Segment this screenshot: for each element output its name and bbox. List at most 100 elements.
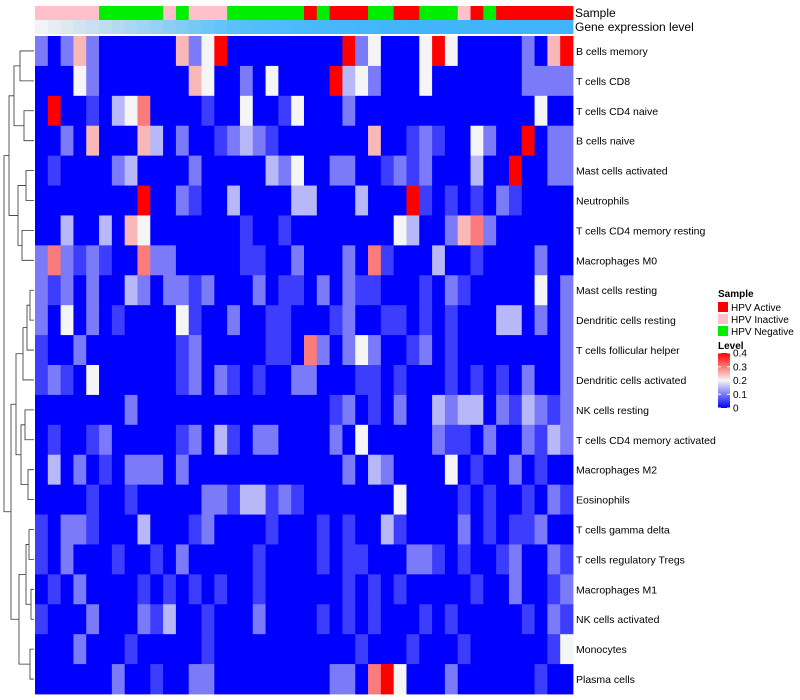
heatmap-cell — [124, 574, 138, 605]
heatmap-cell — [227, 155, 241, 186]
heatmap-cell — [316, 245, 331, 276]
heatmap-cell — [508, 125, 523, 157]
heatmap-cell — [239, 65, 254, 97]
heatmap-cell — [60, 155, 74, 186]
heatmap-cell — [188, 125, 202, 157]
heatmap-cell — [252, 125, 266, 157]
heatmap-cell — [393, 514, 407, 545]
heatmap-cell — [86, 275, 100, 306]
heatmap-cell — [47, 185, 62, 216]
heatmap-cell — [368, 95, 382, 127]
heatmap-cell — [329, 664, 343, 695]
heatmap-cell — [291, 155, 305, 186]
heatmap-cell — [150, 514, 164, 545]
heatmap-cell — [111, 95, 126, 127]
heatmap-cell — [457, 215, 471, 246]
heatmap-cell — [35, 394, 49, 426]
row-label: T cells CD8 — [576, 76, 630, 88]
heatmap-cell — [150, 634, 164, 665]
heatmap-cell — [201, 424, 215, 456]
heatmap-cell — [47, 514, 62, 545]
heatmap-cell — [86, 185, 100, 216]
heatmap-cell — [227, 335, 241, 366]
heatmap-cell — [99, 95, 113, 127]
heatmap-cell — [496, 574, 510, 605]
heatmap-cell — [124, 215, 138, 246]
heatmap-cell — [150, 215, 164, 246]
heatmap-cell — [419, 365, 433, 396]
heatmap-cell — [35, 424, 49, 456]
heatmap-cell — [483, 245, 497, 276]
heatmap-cell — [86, 514, 100, 545]
heatmap-cell — [252, 95, 266, 127]
heatmap-cell — [124, 664, 138, 695]
heatmap-cell — [419, 65, 433, 97]
heatmap-cell — [265, 484, 279, 515]
heatmap-cell — [470, 185, 484, 216]
heatmap-cell — [470, 365, 484, 396]
heatmap-cell — [163, 36, 177, 67]
gene-expression-annotation-cell — [547, 20, 561, 34]
heatmap-cell — [137, 95, 151, 127]
heatmap-cell — [316, 215, 331, 246]
row-label: Macrophages M0 — [576, 255, 657, 267]
heatmap-cell — [329, 424, 343, 456]
heatmap-cell — [239, 454, 254, 486]
heatmap-cell — [406, 125, 420, 157]
heatmap-cell — [175, 544, 190, 575]
level-legend-title: Level — [718, 341, 744, 352]
gene-expression-annotation-cell — [227, 20, 241, 34]
heatmap-cell — [291, 574, 305, 605]
heatmap-cell — [304, 454, 318, 486]
heatmap-cell — [188, 305, 202, 336]
gene-expression-annotation-cell — [175, 20, 190, 34]
sample-annotation-cell — [124, 6, 138, 20]
heatmap-cell — [534, 574, 548, 605]
gene-expression-annotation-cell — [291, 20, 305, 34]
heatmap-cell — [470, 394, 484, 426]
row-label: Neutrophils — [576, 196, 629, 208]
heatmap-cell — [35, 215, 49, 246]
heatmap-cell — [201, 215, 215, 246]
heatmap-cell — [304, 484, 318, 515]
heatmap-cell — [393, 125, 407, 157]
heatmap-cell — [432, 125, 446, 157]
sample-annotation-cell — [163, 6, 177, 20]
heatmap-cell — [560, 65, 574, 97]
heatmap-cell — [99, 424, 113, 456]
heatmap-cell — [163, 215, 177, 246]
heatmap-cell — [508, 454, 523, 486]
heatmap-cell — [483, 275, 497, 306]
heatmap-cell — [316, 634, 331, 665]
heatmap-cell — [175, 484, 190, 515]
heatmap-cell — [547, 604, 561, 635]
heatmap-cell — [252, 394, 266, 426]
heatmap-cell — [86, 155, 100, 186]
heatmap-cell — [470, 634, 484, 665]
heatmap-cell — [355, 125, 369, 157]
heatmap-cell — [175, 574, 190, 605]
sample-annotation-cell — [47, 6, 62, 20]
heatmap-cell — [214, 215, 228, 246]
heatmap-cell — [150, 185, 164, 216]
heatmap-cell — [124, 424, 138, 456]
heatmap-cell — [560, 185, 574, 216]
heatmap-cell — [214, 604, 228, 635]
heatmap-cell — [457, 365, 471, 396]
heatmap-cell — [278, 95, 292, 127]
row-label: B cells naive — [576, 136, 635, 148]
heatmap-cell — [496, 125, 510, 157]
heatmap-cell — [99, 36, 113, 67]
heatmap-cell — [214, 544, 228, 575]
heatmap-cell — [560, 245, 574, 276]
heatmap-cell — [124, 484, 138, 515]
heatmap-cell — [393, 604, 407, 635]
heatmap-cell — [124, 544, 138, 575]
heatmap-cell — [534, 484, 548, 515]
heatmap-cell — [444, 394, 459, 426]
heatmap-cell — [124, 365, 138, 396]
heatmap-cell — [444, 185, 459, 216]
heatmap-cell — [124, 394, 138, 426]
heatmap-cell — [175, 305, 190, 336]
heatmap-cell — [419, 634, 433, 665]
